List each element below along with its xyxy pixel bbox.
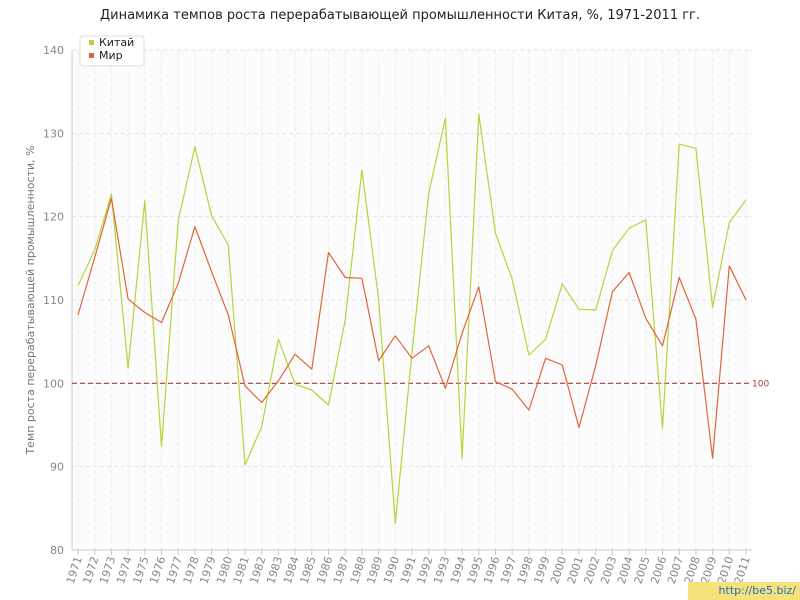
y-axis-label: Темп роста перерабатывающей промышленнос… bbox=[24, 145, 37, 455]
legend-swatch-china bbox=[89, 40, 94, 45]
y-tick-label: 130 bbox=[43, 127, 64, 140]
legend[interactable]: Китай Мир bbox=[79, 35, 145, 67]
axes bbox=[71, 50, 752, 555]
series-line-world bbox=[77, 197, 747, 459]
reference-line-label: 100 bbox=[752, 379, 769, 389]
reference-line-group: 100 bbox=[72, 379, 769, 389]
y-tick-label: 140 bbox=[43, 44, 64, 57]
chart-title: Динамика темпов роста перерабатывающей п… bbox=[99, 8, 701, 23]
y-tick-label: 90 bbox=[50, 461, 64, 474]
legend-label-world: Мир bbox=[99, 49, 123, 62]
watermark-link[interactable]: http://be5.biz/ bbox=[688, 582, 800, 600]
y-tick-label: 80 bbox=[50, 544, 64, 557]
y-tick-label: 120 bbox=[43, 211, 64, 224]
series-group bbox=[77, 113, 747, 524]
legend-swatch-world bbox=[89, 53, 94, 58]
y-tick-label: 110 bbox=[43, 294, 64, 307]
series-line-china bbox=[77, 113, 747, 524]
grid bbox=[72, 49, 752, 550]
legend-label-china: Китай bbox=[99, 36, 134, 49]
legend-box bbox=[79, 35, 145, 67]
y-tick-label: 100 bbox=[43, 377, 64, 390]
